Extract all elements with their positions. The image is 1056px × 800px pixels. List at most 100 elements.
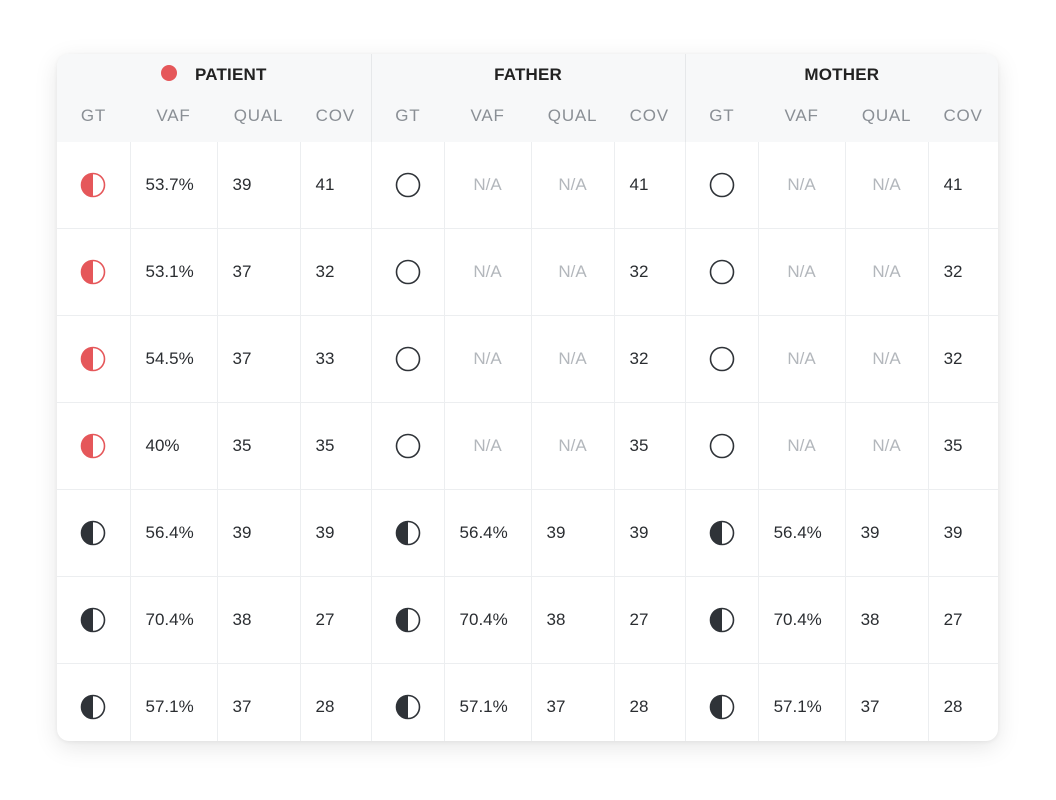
father-cov-cell: 35: [613, 402, 686, 490]
mother-gt-cell: [684, 489, 759, 577]
patient-gt-cell: [57, 142, 130, 229]
column-header-cov[interactable]: COV: [943, 106, 983, 125]
table-row[interactable]: 56.4% 39 39 56.4% 39 39 56.4% 39 39: [57, 489, 998, 577]
group-label: PATIENT: [194, 65, 267, 84]
patient-qual-cell: 37: [216, 663, 300, 741]
patient-qual-cell: 39: [216, 142, 300, 229]
patient-vaf-cell: 54.5%: [129, 315, 217, 403]
group-header-row: PATIENT FATHER MOTHER: [57, 54, 998, 96]
patient-gt-cell: [57, 489, 130, 577]
father-vaf-cell: N/A: [443, 315, 532, 403]
father-cov-cell: 27: [613, 576, 686, 664]
column-header-row: GT VAF QUAL COV GT VAF QUAL COV GT VAF Q…: [57, 96, 998, 142]
table-row[interactable]: 70.4% 38 27 70.4% 38 27 70.4% 38 27: [57, 576, 998, 664]
column-header-vaf[interactable]: VAF: [784, 106, 819, 125]
father-gt-cell: [370, 228, 445, 316]
father-gt-cell: [370, 142, 445, 229]
patient-vaf-cell: 70.4%: [129, 576, 217, 664]
patient-vaf-cell: 40%: [129, 402, 217, 490]
mother-qual-cell: 39: [844, 489, 929, 577]
hom-ref-genotype-icon: [709, 172, 734, 198]
column-header-gt[interactable]: GT: [684, 96, 759, 142]
father-qual-cell: 37: [530, 663, 615, 741]
column-header-qual[interactable]: QUAL: [547, 106, 598, 125]
mother-vaf-cell: N/A: [757, 315, 846, 403]
column-header-qual[interactable]: QUAL: [233, 106, 284, 125]
table-row[interactable]: 40% 35 35 N/A N/A 35 N/A N/A 35: [57, 402, 998, 490]
mother-qual-cell: N/A: [844, 142, 929, 229]
father-gt-cell: [370, 315, 445, 403]
mother-qual-cell: 38: [844, 576, 929, 664]
hom-ref-genotype-icon: [395, 346, 420, 372]
mother-cov-cell: 27: [927, 576, 998, 664]
father-cov-cell: 32: [613, 315, 686, 403]
patient-cov-cell: 33: [299, 315, 372, 403]
patient-vaf-cell: 53.1%: [129, 228, 217, 316]
mother-vaf-cell: 70.4%: [757, 576, 846, 664]
patient-gt-cell: [57, 576, 130, 664]
hom-ref-genotype-icon: [395, 259, 420, 285]
column-header-vaf[interactable]: VAF: [156, 106, 191, 125]
het-genotype-icon: [395, 694, 420, 720]
column-header-cov[interactable]: COV: [315, 106, 355, 125]
mother-cov-cell: 41: [927, 142, 998, 229]
column-header-vaf[interactable]: VAF: [470, 106, 505, 125]
mother-cov-cell: 35: [927, 402, 998, 490]
mother-vaf-cell: N/A: [757, 142, 846, 229]
patient-cov-cell: 39: [299, 489, 372, 577]
hom-ref-genotype-icon: [709, 433, 734, 459]
mother-qual-cell: N/A: [844, 402, 929, 490]
father-qual-cell: 38: [530, 576, 615, 664]
hom-ref-genotype-icon: [395, 172, 420, 198]
patient-indicator-dot: [160, 65, 177, 81]
patient-gt-cell: [57, 315, 130, 403]
group-header-father: FATHER: [370, 54, 686, 96]
het-affected-genotype-icon: [80, 346, 106, 372]
patient-qual-cell: 35: [216, 402, 300, 490]
father-gt-cell: [370, 576, 445, 664]
father-gt-cell: [370, 489, 445, 577]
mother-qual-cell: 37: [844, 663, 929, 741]
father-cov-cell: 41: [613, 142, 686, 229]
table-row[interactable]: 53.7% 39 41 N/A N/A 41 N/A N/A 41: [57, 142, 998, 229]
het-affected-genotype-icon: [80, 172, 106, 198]
group-label: FATHER: [494, 65, 563, 84]
mother-gt-cell: [684, 663, 759, 741]
father-vaf-cell: N/A: [443, 142, 532, 229]
father-vaf-cell: 57.1%: [443, 663, 532, 741]
father-gt-cell: [370, 402, 445, 490]
patient-gt-cell: [57, 664, 130, 742]
group-header-patient: PATIENT: [57, 54, 371, 96]
column-header-cov[interactable]: COV: [629, 106, 669, 125]
mother-gt-cell: [684, 576, 759, 664]
father-qual-cell: N/A: [530, 142, 615, 229]
group-label: MOTHER: [804, 65, 880, 84]
mother-vaf-cell: 56.4%: [757, 489, 846, 577]
patient-qual-cell: 37: [216, 228, 300, 316]
patient-qual-cell: 38: [216, 576, 300, 664]
table-row[interactable]: 54.5% 37 33 N/A N/A 32 N/A N/A 32: [57, 315, 998, 403]
genotype-table: PATIENT FATHER MOTHER GT VAF QUAL COV GT…: [57, 54, 998, 741]
table-row[interactable]: 53.1% 37 32 N/A N/A 32 N/A N/A 32: [57, 228, 998, 316]
mother-cov-cell: 32: [927, 228, 998, 316]
father-vaf-cell: 70.4%: [443, 576, 532, 664]
patient-gt-cell: [57, 228, 130, 316]
het-affected-genotype-icon: [80, 433, 106, 459]
mother-gt-cell: [684, 228, 759, 316]
column-header-gt[interactable]: GT: [80, 106, 107, 125]
mother-qual-cell: N/A: [844, 315, 929, 403]
hom-ref-genotype-icon: [709, 346, 734, 372]
het-genotype-icon: [395, 607, 420, 633]
mother-gt-cell: [684, 402, 759, 490]
patient-cov-cell: 27: [299, 576, 372, 664]
column-header-qual[interactable]: QUAL: [861, 106, 912, 125]
father-cov-cell: 28: [613, 663, 686, 741]
patient-vaf-cell: 53.7%: [129, 142, 217, 229]
father-vaf-cell: N/A: [443, 402, 532, 490]
patient-qual-cell: 37: [216, 315, 300, 403]
father-qual-cell: N/A: [530, 315, 615, 403]
column-header-gt[interactable]: GT: [370, 96, 445, 142]
mother-qual-cell: N/A: [844, 228, 929, 316]
table-row[interactable]: 57.1% 37 28 57.1% 37 28 57.1% 37 28: [57, 663, 998, 742]
het-affected-genotype-icon: [80, 259, 106, 285]
